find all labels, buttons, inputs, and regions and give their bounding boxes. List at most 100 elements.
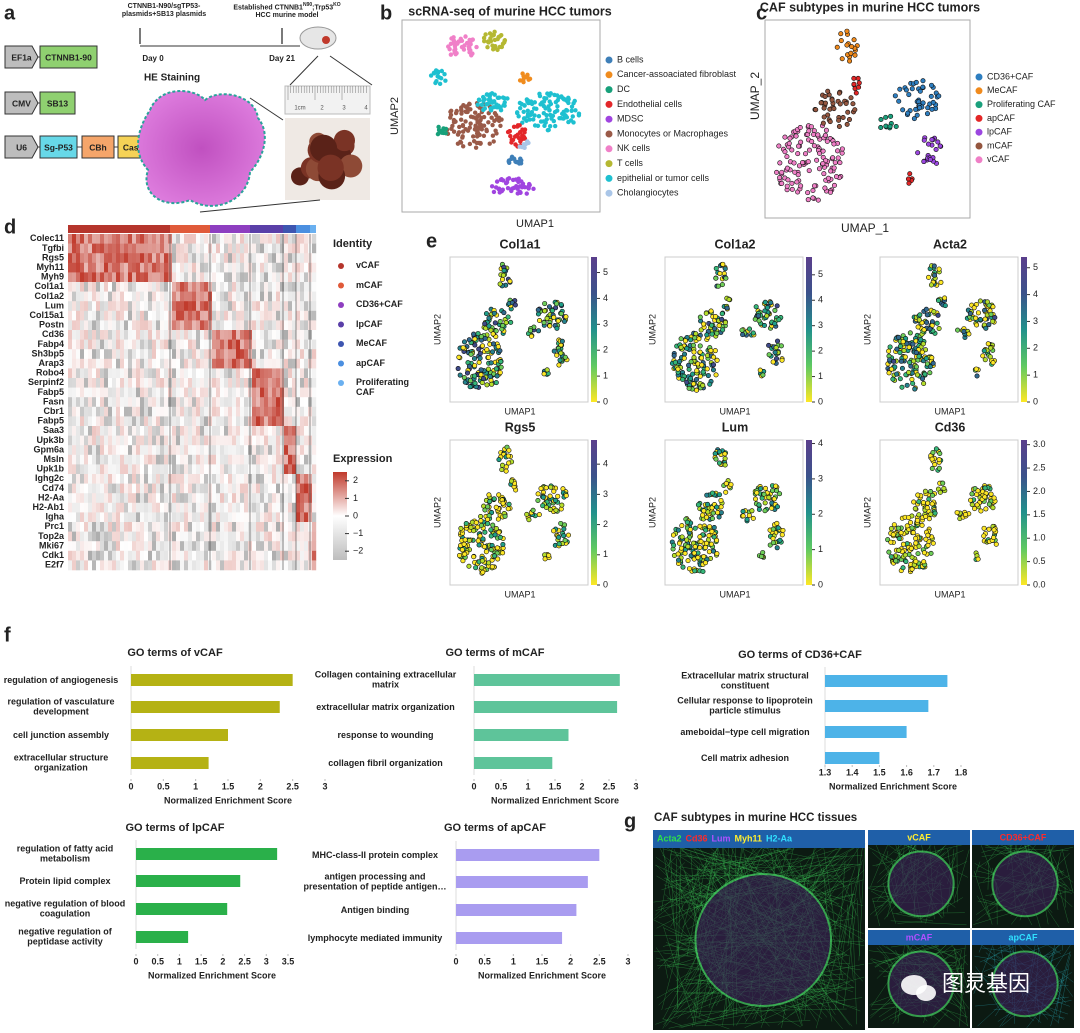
heatmap-cell: [216, 416, 221, 427]
heatmap-cell: [280, 282, 285, 292]
heatmap-cell: [192, 397, 197, 408]
heatmap-cell: [152, 243, 157, 254]
colorbar-tick-label: 4: [603, 459, 608, 469]
heatmap-cell: [280, 378, 285, 388]
heatmap-cell: [136, 349, 141, 360]
umap-point: [555, 493, 561, 499]
heatmap-cell: [128, 272, 133, 283]
umap-point: [451, 129, 457, 134]
heatmap-cell: [120, 416, 125, 427]
heatmap-cell: [240, 550, 245, 561]
heatmap-cell: [240, 310, 245, 321]
heatmap-cell: [264, 522, 269, 532]
legend-label: Proliferating CAF: [987, 99, 1056, 109]
heatmap-cell: [296, 502, 301, 513]
umap-point: [724, 305, 730, 311]
umap-point: [777, 537, 783, 543]
heatmap-cell: [244, 426, 249, 436]
umap-point: [456, 354, 462, 360]
heatmap-cell: [136, 330, 141, 340]
legend-swatch: [338, 380, 344, 386]
umap-point: [851, 81, 857, 87]
heatmap-cell: [180, 541, 185, 552]
heatmap-cell: [72, 435, 77, 446]
heatmap-cell: [84, 445, 89, 456]
umap-point: [714, 330, 720, 336]
heatmap-cell: [156, 387, 161, 398]
umap-point: [716, 460, 722, 466]
heatmap-cell: [244, 522, 249, 532]
heatmap-cell: [240, 502, 245, 513]
heatmap-cell: [300, 349, 305, 360]
heatmap-cell: [260, 426, 265, 436]
umap-point: [837, 101, 843, 107]
identity-bar: [68, 225, 170, 233]
heatmap-cell: [232, 474, 237, 484]
heatmap-cell: [196, 272, 201, 283]
umap-point: [711, 524, 717, 530]
umap-point: [847, 58, 853, 64]
heatmap-cell: [144, 262, 149, 273]
heatmap-cell: [204, 435, 209, 446]
heatmap-cell: [232, 502, 237, 513]
heatmap-cell: [292, 454, 297, 465]
heatmap-cell: [100, 262, 105, 273]
construct-label: U6: [16, 142, 27, 152]
umap-point: [815, 132, 821, 138]
heatmap-cell: [108, 234, 113, 244]
heatmap-cell: [256, 282, 261, 292]
heatmap-cell: [300, 358, 305, 369]
umap-point: [486, 492, 492, 498]
umap-point: [491, 496, 497, 502]
heatmap-cell: [312, 253, 317, 264]
legend-label: DC: [617, 84, 630, 94]
heatmap-cell: [228, 416, 233, 427]
x-tick-label: 1: [177, 956, 182, 966]
umap-point: [977, 298, 983, 304]
heatmap-cell: [144, 397, 149, 408]
umap-point: [709, 505, 715, 511]
heatmap-cell: [120, 502, 125, 513]
heatmap-cell: [132, 301, 137, 312]
heatmap-cell: [144, 330, 149, 340]
umap-point: [756, 502, 762, 508]
umap-point: [796, 143, 802, 149]
heatmap-cell: [244, 387, 249, 398]
umap-point: [443, 78, 448, 83]
umap-point: [990, 318, 996, 324]
heatmap-cell: [108, 426, 113, 436]
heatmap-cell: [260, 378, 265, 388]
umap-point: [537, 91, 542, 97]
heatmap-cell: [288, 541, 293, 552]
umap-point: [527, 328, 533, 334]
heatmap-cell: [156, 483, 161, 494]
heatmap-cell: [216, 493, 221, 504]
umap-point: [462, 551, 468, 557]
heatmap-cell: [140, 243, 145, 254]
heatmap-cell: [224, 272, 229, 283]
heatmap-cell: [252, 320, 257, 331]
colorbar-tick-label: 4: [603, 293, 608, 303]
heatmap-cell: [196, 262, 201, 273]
umap-point: [926, 274, 932, 280]
umap-point: [981, 525, 987, 531]
heatmap-cell: [300, 243, 305, 254]
heatmap-cell: [116, 282, 121, 292]
heatmap-cell: [124, 550, 129, 561]
heatmap-cell: [300, 291, 305, 302]
umap-point: [516, 179, 521, 185]
umap-point: [678, 336, 684, 342]
umap-point: [535, 307, 541, 313]
umap-point: [936, 93, 942, 99]
heatmap-cell: [300, 426, 305, 436]
umap-point: [821, 114, 827, 120]
heatmap-cell: [244, 282, 249, 292]
heatmap-cell: [68, 282, 73, 292]
heatmap-cell: [256, 502, 261, 513]
heatmap-cell: [184, 320, 189, 331]
heatmap-cell: [264, 512, 269, 523]
umap-point: [809, 139, 815, 145]
heatmap-cell: [176, 368, 181, 379]
heatmap-cell: [96, 474, 101, 484]
umap-point: [823, 158, 829, 164]
